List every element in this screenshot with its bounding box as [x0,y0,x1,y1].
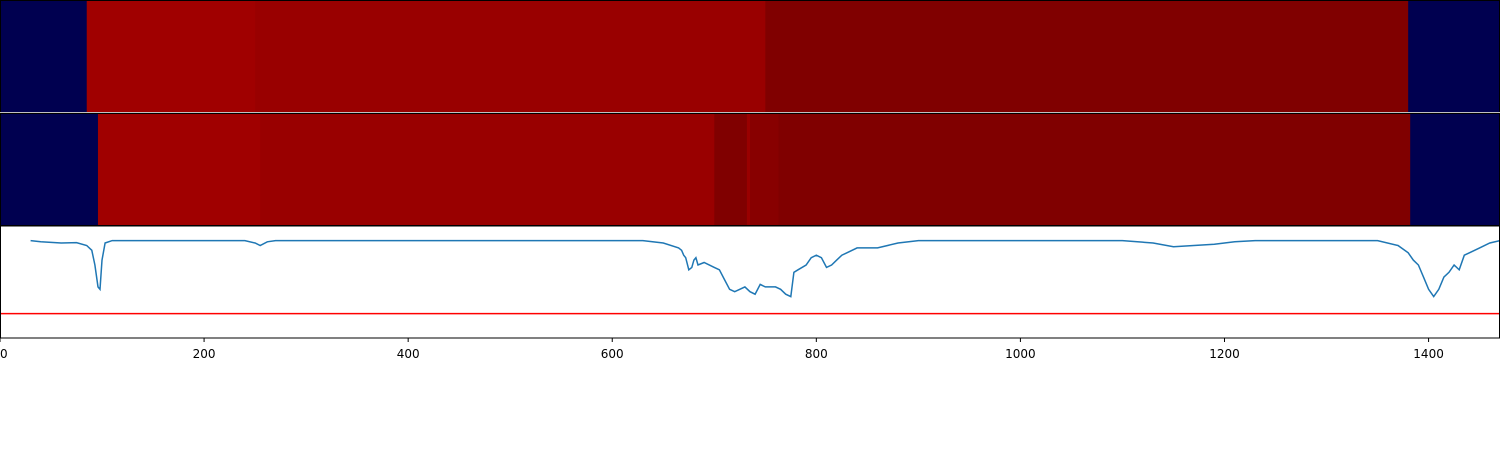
x-tick-label-0: 0 [0,347,8,361]
heatmap-top-segment-4 [1408,0,1500,113]
line-panel-frame [0,225,1500,339]
heatmap-top-segment-3 [765,0,1409,113]
heatmap-middle [0,113,1500,226]
x-tick-label-6: 1200 [1209,347,1240,361]
heatmap-middle-segment-6 [778,113,1411,226]
x-tick-label-1: 200 [193,347,216,361]
x-tick-label-3: 600 [601,347,624,361]
x-tick-label-5: 1000 [1005,347,1036,361]
heatmap-middle-segment-3 [714,113,748,226]
heatmap-top [0,0,1500,113]
heatmap-middle-segment-1 [97,113,261,226]
x-tick-label-7: 1400 [1413,347,1444,361]
heatmap-middle-segment-4 [746,113,751,226]
heatmap-middle-segment-2 [260,113,715,226]
x-tick-label-2: 400 [397,347,420,361]
x-tick-label-4: 800 [805,347,828,361]
heatmap-top-segment-0 [0,0,88,113]
heatmap-top-segment-2 [255,0,766,113]
heatmap-middle-segment-5 [750,113,780,226]
heatmap-top-segment-1 [86,0,256,113]
x-axis: 0 200 400 600 800 1000 1200 1400 [0,338,1444,361]
heatmap-middle-segment-7 [1410,113,1500,226]
series-line [30,239,1500,298]
heatmap-middle-segment-0 [0,113,99,226]
line-panel [0,225,1500,339]
